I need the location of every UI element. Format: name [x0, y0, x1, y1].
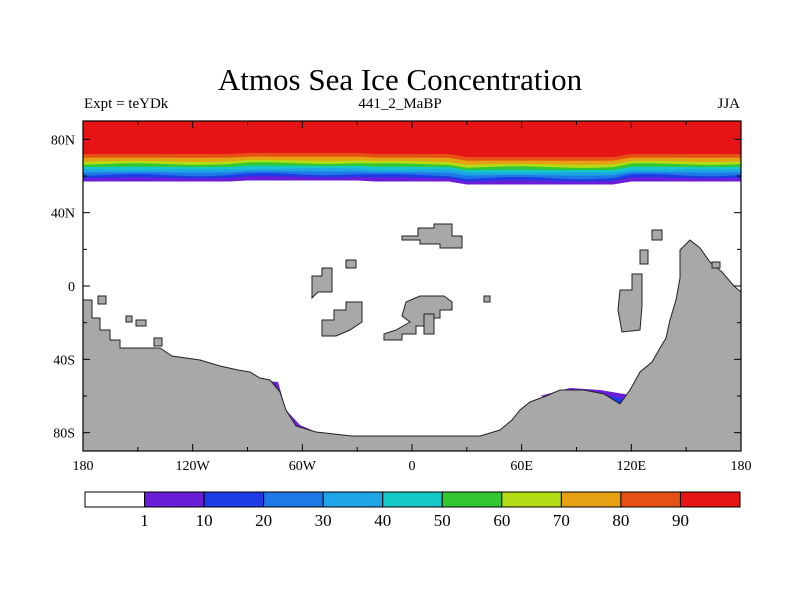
colorbar-label: 80: [612, 511, 629, 530]
colorbar-label: 40: [374, 511, 391, 530]
colorbar-swatch: [441, 491, 503, 508]
land-mass: [639, 249, 649, 265]
x-tick-label: 120W: [176, 459, 211, 474]
y-tick-label: 40N: [51, 207, 75, 222]
colorbar-label: 60: [493, 511, 510, 530]
x-tick-label: 180: [731, 459, 752, 474]
colorbar-swatch: [501, 491, 562, 508]
land-mass: [711, 261, 721, 269]
y-tick-label: 80N: [51, 133, 75, 148]
land-mass: [401, 223, 463, 249]
colorbar-swatch: [620, 491, 681, 508]
chart-title: Atmos Sea Ice Concentration: [217, 62, 583, 97]
land-mass: [83, 239, 741, 451]
land-mass: [423, 313, 435, 335]
land-mass: [383, 295, 453, 341]
colorbar-swatch: [203, 491, 265, 508]
land-mass: [97, 295, 107, 305]
colorbar-swatch: [560, 491, 622, 508]
colorbar-swatch: [679, 491, 741, 508]
land-mass: [483, 295, 491, 303]
land-mass: [153, 337, 163, 347]
x-tick-label: 120E: [617, 459, 647, 474]
colorbar-label: 10: [196, 511, 213, 530]
colorbar: 1 10 20 30 40 50 60 70 80 90: [84, 491, 741, 530]
land-mass: [311, 267, 333, 300]
axes-layer: 180 120W 60W 0 60E 120E 180 80N 40N 0 40S 80S: [51, 120, 752, 474]
land-mass: [345, 259, 357, 269]
run-label: 441_2_MaBP: [358, 96, 442, 112]
land-mass: [125, 315, 133, 323]
x-tick-label: 60W: [289, 459, 317, 474]
colorbar-swatch: [84, 491, 146, 508]
x-tick-label: 60E: [510, 459, 533, 474]
colorbar-swatch: [263, 491, 324, 508]
colorbar-label: 1: [140, 511, 149, 530]
map-layer: [83, 121, 741, 451]
y-tick-label: 0: [68, 280, 75, 295]
colorbar-swatch: [322, 491, 384, 508]
season-label: JJA: [717, 96, 740, 112]
colorbar-swatch: [144, 491, 205, 508]
y-tick-label: 40S: [53, 353, 75, 368]
land-mass: [135, 319, 147, 327]
colorbar-label: 30: [315, 511, 332, 530]
colorbar-label: 20: [255, 511, 272, 530]
land-mass: [651, 229, 663, 241]
x-tick-label: 0: [409, 459, 416, 474]
experiment-label: Expt = teYDk: [84, 96, 169, 112]
colorbar-label: 70: [553, 511, 570, 530]
map-content: [83, 121, 741, 451]
land-mass: [617, 273, 643, 333]
colorbar-label: 90: [672, 511, 689, 530]
land-mass: [321, 301, 363, 337]
north-ice-band: [83, 121, 741, 157]
colorbar-label: 50: [434, 511, 451, 530]
x-tick-label: 180: [73, 459, 94, 474]
y-tick-label: 80S: [53, 427, 75, 442]
colorbar-swatch: [382, 491, 443, 508]
